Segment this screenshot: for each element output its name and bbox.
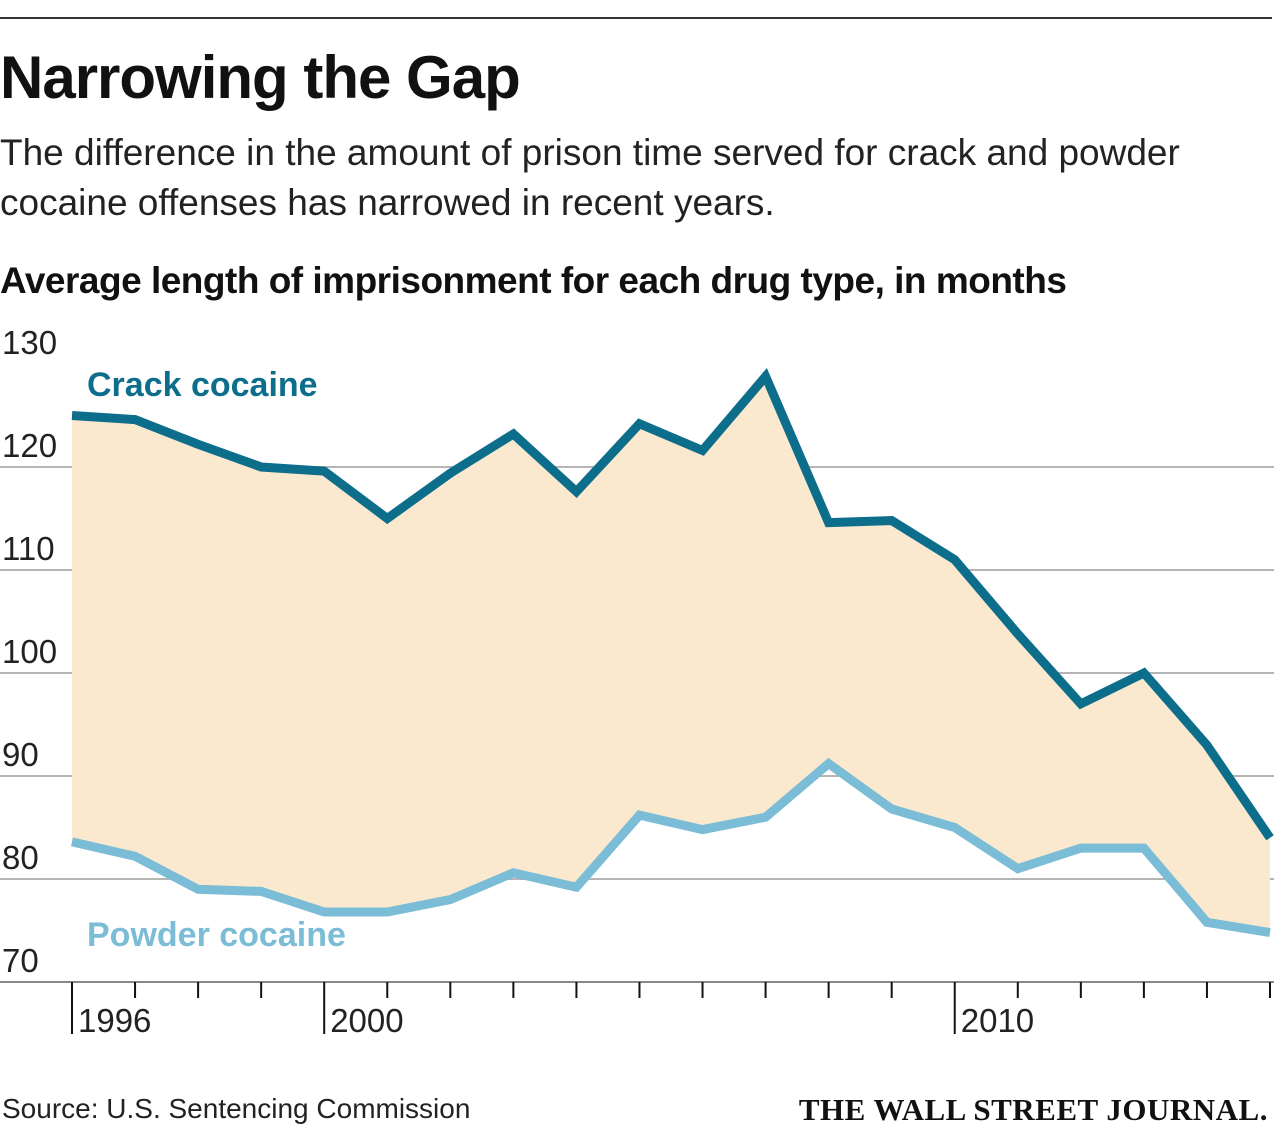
- y-tick-label-100: 100: [2, 633, 57, 670]
- y-tick-label-120: 120: [2, 427, 57, 464]
- y-axis-title: Average length of imprisonment for each …: [0, 260, 1067, 301]
- chart-title: Narrowing the Gap: [0, 44, 521, 111]
- wsj-logo: THE WALL STREET JOURNAL.: [798, 1092, 1268, 1127]
- x-tick-label-2000: 2000: [330, 1002, 403, 1039]
- crack-cocaine-line: [71, 367, 1274, 841]
- x-tick-label-2010: 2010: [961, 1002, 1034, 1039]
- powder-cocaine-label: Powder cocaine: [87, 916, 346, 954]
- powder-cocaine-line: [70, 757, 1271, 938]
- x-tick-label-1996: 1996: [78, 1002, 151, 1039]
- line-chart: 70 80 90 100 110 120 130 1996 2000 2010 Crack co…: [0, 324, 1274, 1039]
- top-rule: [0, 17, 1272, 19]
- source-note: Source: U.S. Sentencing Commission: [2, 1093, 471, 1124]
- chart-subtitle: The difference in the amount of prison t…: [0, 132, 1180, 223]
- gap-area: [72, 376, 1270, 933]
- y-tick-label-80: 80: [2, 839, 39, 876]
- y-tick-label-70: 70: [2, 942, 39, 979]
- crack-cocaine-label: Crack cocaine: [87, 366, 318, 404]
- y-tick-label-130: 130: [2, 324, 57, 361]
- y-tick-label-110: 110: [2, 530, 55, 567]
- y-tick-label-90: 90: [2, 736, 39, 773]
